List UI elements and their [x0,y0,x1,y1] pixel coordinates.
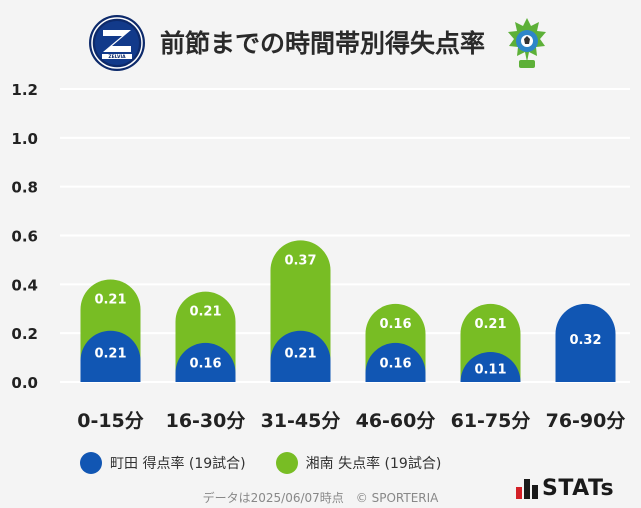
data-source-note: データは2025/06/07時点 © SPORTERIA [202,491,439,505]
data-label-shonan: 0.16 [379,317,411,332]
zelvia-crest-icon: ZELVIA [89,15,145,71]
x-tick-label: 61-75分 [451,410,531,432]
stats-logo-icon [516,478,538,499]
y-tick-label: 0.6 [11,228,38,246]
data-label-machida: 0.11 [474,363,506,378]
data-label-machida: 0.21 [284,346,316,361]
data-label-machida: 0.21 [94,346,126,361]
x-tick-label: 76-90分 [546,410,626,432]
y-tick-label: 1.2 [11,81,38,99]
data-label-machida: 0.16 [189,356,221,371]
legend: 町田 得点率 (19試合) 湘南 失点率 (19試合) [80,452,471,474]
y-tick-label: 0.4 [11,276,38,294]
stats-logo-text: STATs [542,476,615,501]
bar-machida [460,352,521,382]
zelvia-logo-text: ZELVIA [108,54,126,60]
bar-machida [175,342,236,382]
stats-brand: STATs [516,476,614,501]
legend-item-shonan: 湘南 失点率 (19試合) [275,452,442,474]
data-label-machida: 0.32 [569,333,601,348]
y-tick-label: 0.2 [11,325,38,343]
chart-title: 前節までの時間帯別得失点率 [160,29,486,58]
bar-machida [80,330,141,382]
legend-swatch-machida [80,452,102,474]
y-tick-label: 1.0 [11,130,38,148]
bar-machida [270,330,331,382]
legend-label-shonan: 湘南 失点率 (19試合) [305,456,442,472]
data-label-shonan: 0.37 [284,253,316,268]
data-label-shonan: 0.21 [189,305,221,320]
x-tick-label: 16-30分 [166,410,246,432]
x-tick-label: 31-45分 [261,410,341,432]
data-label-machida: 0.16 [379,356,411,371]
legend-swatch-shonan [275,452,298,474]
bar-machida [555,303,616,382]
bar-machida [365,342,426,382]
legend-label-machida: 町田 得点率 (19試合) [110,456,246,472]
x-tick-label: 0-15分 [77,410,144,432]
data-label-shonan: 0.21 [474,317,506,332]
legend-item-machida: 町田 得点率 (19試合) [80,452,246,474]
bellmare-crest-icon [508,18,546,68]
y-tick-label: 0.8 [11,179,38,197]
x-tick-label: 46-60分 [356,410,436,432]
y-tick-label: 0.0 [11,374,38,392]
data-label-shonan: 0.21 [94,292,126,307]
